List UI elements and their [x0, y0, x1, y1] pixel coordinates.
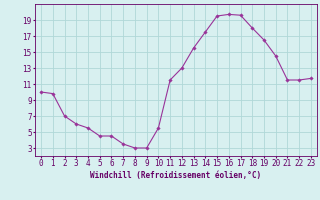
X-axis label: Windchill (Refroidissement éolien,°C): Windchill (Refroidissement éolien,°C): [91, 171, 261, 180]
